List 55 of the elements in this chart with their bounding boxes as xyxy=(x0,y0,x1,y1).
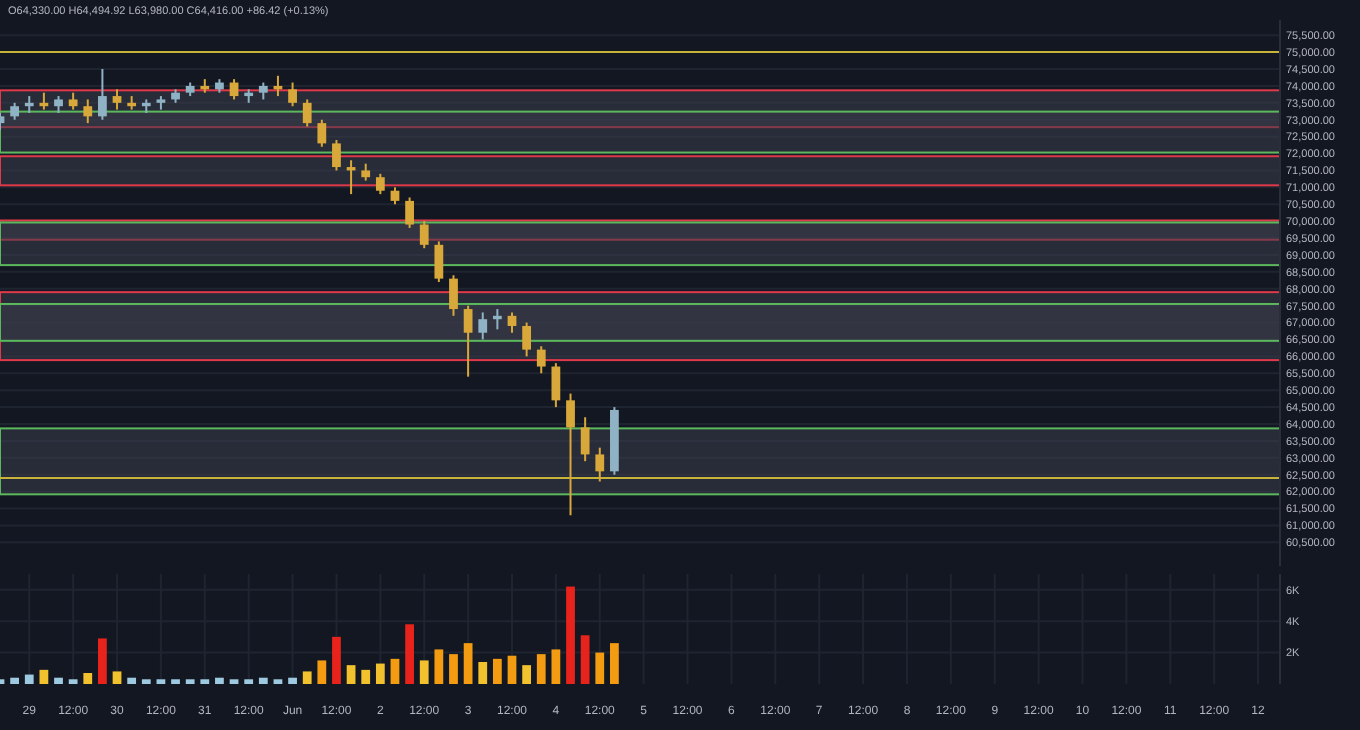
bar xyxy=(522,665,532,684)
bar xyxy=(288,677,297,684)
bar xyxy=(449,654,458,684)
bar xyxy=(595,652,605,684)
bar xyxy=(566,586,575,684)
candlestick xyxy=(463,304,473,378)
bar xyxy=(610,643,619,684)
bar xyxy=(463,643,473,684)
candlestick xyxy=(112,88,122,111)
bar xyxy=(361,669,371,684)
bar xyxy=(83,673,93,684)
candlestick xyxy=(507,311,517,334)
candlestick xyxy=(317,118,327,148)
bar xyxy=(127,677,137,684)
bar xyxy=(215,677,224,684)
bar xyxy=(24,674,34,684)
bar xyxy=(492,658,502,684)
bar xyxy=(258,677,268,684)
candlestick xyxy=(405,196,414,229)
bar xyxy=(39,669,49,684)
candlestick xyxy=(288,81,297,108)
candlestick xyxy=(566,392,575,517)
bar xyxy=(375,663,385,684)
bar xyxy=(54,677,63,684)
bar xyxy=(536,654,546,684)
bar xyxy=(419,660,429,684)
candlestick xyxy=(551,362,561,409)
bar xyxy=(405,624,414,684)
bar xyxy=(10,677,20,684)
candlestick xyxy=(332,139,341,172)
candlestick xyxy=(434,240,444,284)
bar xyxy=(507,655,517,684)
bar xyxy=(551,649,561,684)
bar xyxy=(332,636,341,684)
candlestick xyxy=(449,274,458,317)
bar xyxy=(580,635,590,684)
candlestick xyxy=(98,68,107,121)
bar xyxy=(478,662,488,684)
bar xyxy=(98,638,107,684)
bar xyxy=(317,660,327,684)
candlestick xyxy=(580,416,590,463)
candlestick xyxy=(478,311,488,341)
bar xyxy=(302,671,312,684)
candlestick xyxy=(375,172,385,196)
candlestick xyxy=(419,220,429,250)
candlestick xyxy=(536,345,546,375)
candlestick xyxy=(83,98,93,125)
candlestick xyxy=(522,321,532,358)
bar xyxy=(390,658,400,684)
candlestick xyxy=(492,308,502,331)
bar xyxy=(434,649,444,684)
bar xyxy=(112,671,122,684)
candlestick xyxy=(595,446,605,483)
bar xyxy=(346,665,356,684)
candlestick xyxy=(302,98,312,128)
